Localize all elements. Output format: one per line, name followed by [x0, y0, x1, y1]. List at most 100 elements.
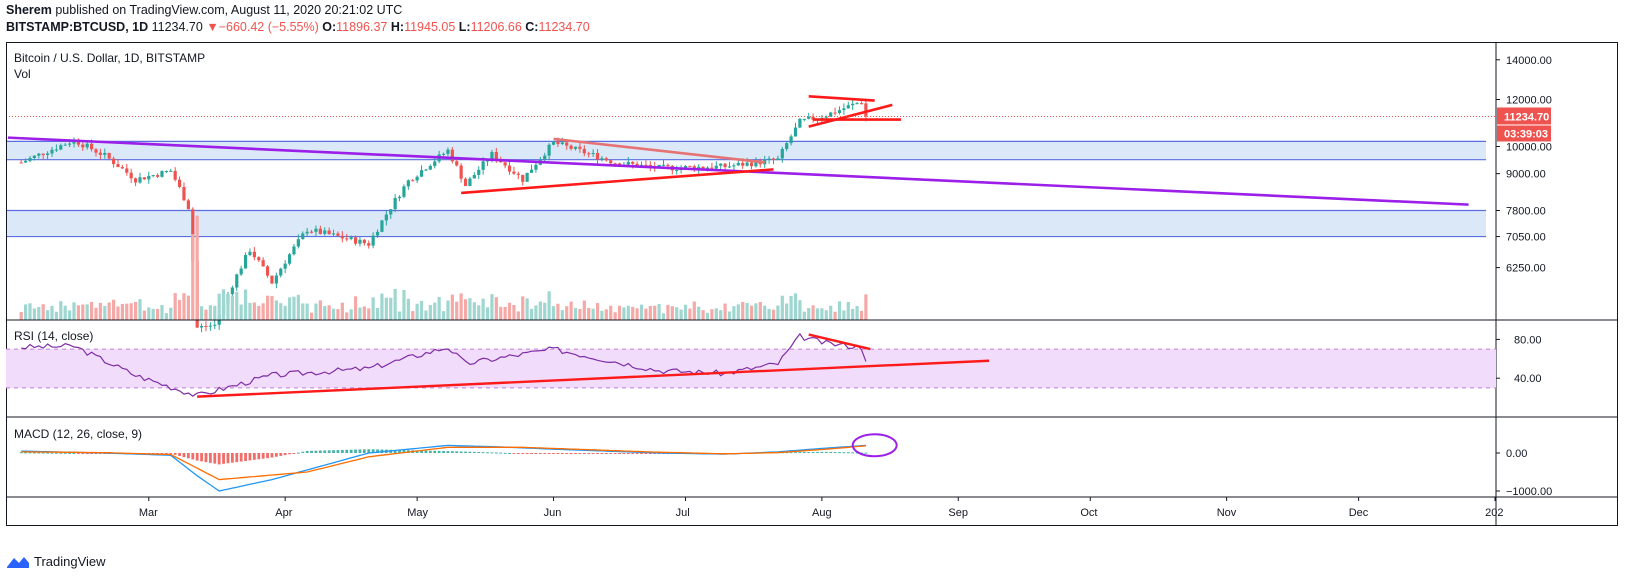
chart-area[interactable]: 6250.00 7050.00 7800.00 9000.00 10000.00 1200… — [6, 42, 1618, 526]
volume-bar — [494, 297, 498, 320]
volume-bar — [221, 289, 226, 320]
candle-body — [441, 153, 446, 155]
candle-body — [864, 103, 868, 117]
time-tick-label: May — [407, 507, 428, 519]
volume-bar — [327, 305, 331, 320]
volume-bar — [525, 298, 529, 320]
volume-bar — [692, 301, 696, 320]
macd-histogram-bar — [600, 453, 604, 454]
volume-bar — [239, 304, 243, 320]
volume-bar — [217, 293, 221, 320]
macd-histogram-bar — [486, 452, 489, 454]
volume-bar — [639, 304, 644, 320]
candle-body — [591, 153, 595, 155]
candle-body — [208, 325, 212, 327]
volume-bar — [283, 305, 287, 320]
macd-histogram-bar — [28, 452, 32, 454]
macd-histogram-bar — [613, 453, 617, 454]
macd-histogram-bar — [569, 453, 573, 454]
candle-body — [50, 149, 54, 154]
volume-bar — [771, 309, 776, 320]
candle-body — [59, 145, 63, 150]
macd-histogram-bar — [415, 450, 419, 453]
volume-bar — [261, 303, 265, 320]
low-value: 11206.66 — [470, 20, 522, 34]
rsi-trendline — [808, 333, 871, 351]
macd-histogram-bar — [76, 453, 80, 454]
candle-body — [455, 161, 459, 166]
macd-histogram-bar — [450, 451, 454, 453]
volume-bar — [371, 297, 375, 320]
candle-body — [54, 149, 58, 151]
candle-body — [411, 180, 415, 182]
volume-bar — [384, 297, 388, 320]
candle-body — [116, 164, 120, 168]
candle-body — [424, 169, 428, 171]
volume-bar — [182, 293, 186, 320]
candle-body — [349, 237, 353, 239]
rsi-tick-label: 80.00 — [1514, 334, 1542, 346]
time-tick-label: Nov — [1217, 507, 1237, 519]
trendline-salmon — [553, 137, 765, 164]
volume-bar — [758, 302, 762, 320]
candle-body — [600, 158, 604, 160]
volume-bar — [230, 295, 234, 320]
candle-body — [714, 165, 718, 169]
candle-body — [340, 235, 344, 239]
volume-bar — [569, 301, 573, 320]
high-label: H: — [390, 20, 405, 34]
candle-body — [384, 214, 388, 221]
volume-bar — [727, 311, 732, 320]
macd-histogram-bar — [802, 452, 806, 454]
volume-bar — [631, 306, 635, 320]
macd-histogram-bar — [274, 453, 278, 457]
volume-bar — [600, 310, 604, 320]
volume-bar — [380, 293, 384, 320]
countdown-badge — [1497, 125, 1551, 142]
candle-body — [98, 152, 102, 155]
candle-body — [301, 233, 305, 240]
support-zone — [6, 141, 1486, 160]
candle-body — [358, 239, 362, 244]
macd-histogram-bar — [402, 450, 406, 453]
tradingview-logo-icon — [7, 556, 29, 568]
trendline-red — [808, 95, 875, 102]
candle-body — [529, 169, 534, 173]
price-change: −660.42 (−5.55%) — [218, 20, 319, 34]
volume-bar — [763, 305, 767, 320]
candle-body — [142, 177, 146, 180]
volume-bar — [81, 304, 85, 320]
macd-histogram-bar — [292, 453, 296, 454]
candle-body — [367, 243, 371, 246]
volume-bar — [32, 308, 36, 320]
volume-bar — [309, 312, 314, 320]
candle-body — [81, 144, 85, 148]
volume-bar — [367, 308, 371, 320]
volume-bar — [235, 291, 239, 320]
macd-histogram-bar — [376, 449, 379, 453]
volume-bar — [419, 300, 424, 320]
volume-bar — [859, 310, 864, 320]
candle-body — [402, 186, 406, 197]
macd-histogram-bar — [217, 453, 221, 465]
volume-bar — [375, 308, 380, 320]
volume-bar — [556, 303, 560, 320]
volume-bar — [538, 301, 542, 320]
volume-bar — [780, 295, 784, 320]
open-value: 11896.37 — [336, 20, 388, 34]
volume-bar — [560, 310, 564, 320]
price-chart-svg[interactable]: 6250.00 7050.00 7800.00 9000.00 10000.00 1200… — [6, 42, 1618, 526]
macd-histogram-bar — [371, 449, 375, 453]
macd-histogram-bar — [560, 453, 564, 454]
macd-histogram-bar — [591, 453, 595, 454]
volume-bar — [477, 305, 481, 320]
candle-body — [252, 251, 256, 258]
author-name[interactable]: Sherem — [6, 3, 52, 17]
volume-bar — [793, 293, 798, 320]
volume-bar — [723, 303, 727, 320]
volume-bar — [107, 302, 111, 320]
macd-histogram-bar — [644, 453, 648, 454]
macd-histogram-bar — [512, 453, 516, 454]
volume-bar — [736, 304, 740, 320]
macd-histogram-bar — [200, 453, 203, 462]
